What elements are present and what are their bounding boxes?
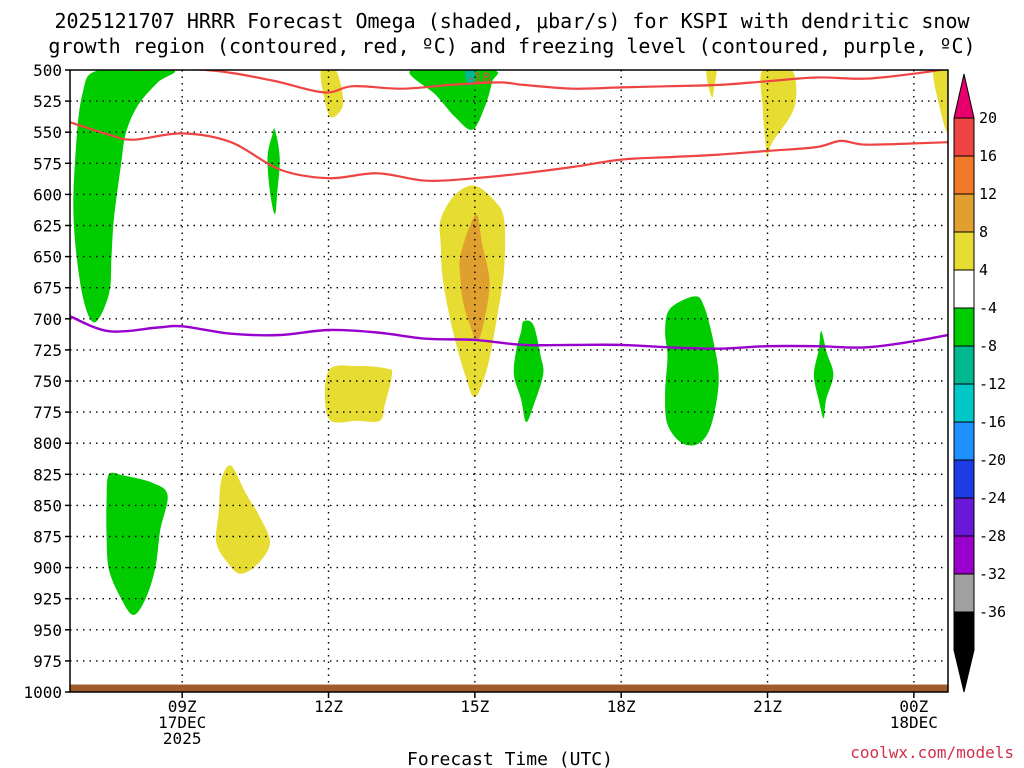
y-tick-label-800: 800 xyxy=(33,434,62,453)
colorbar-bottom-arrow xyxy=(953,649,975,693)
y-tick-label-575: 575 xyxy=(33,154,62,173)
omega-region-7 xyxy=(760,70,797,158)
colorbar-swatch-0 xyxy=(953,117,975,157)
y-tick-label-675: 675 xyxy=(33,279,62,298)
x-tick-label-15-0: 15Z xyxy=(460,697,489,716)
colorbar-label-9: -20 xyxy=(979,451,1006,469)
y-tick-label-500: 500 xyxy=(33,61,62,80)
colorbar-label-11: -28 xyxy=(979,527,1006,545)
ground-layer xyxy=(70,684,948,692)
colorbar-label-6: -8 xyxy=(979,337,997,355)
colorbar-top-arrow xyxy=(953,73,975,119)
omega-region-6 xyxy=(706,70,717,98)
colorbar-label-0: 20 xyxy=(979,109,997,127)
y-tick-label-625: 625 xyxy=(33,217,62,236)
colorbar: 20 16 12 8 4 -4 -8 -12 -16 -20 -24 -28 -32 -36 xyxy=(953,73,1006,693)
freezing-level-contour xyxy=(70,315,948,350)
x-tick-label-9-2: 2025 xyxy=(163,729,202,748)
omega-region-13 xyxy=(665,296,719,446)
x-tick-label-24-0: 00Z xyxy=(899,697,928,716)
x-tick-label-21-0: 21Z xyxy=(753,697,782,716)
omega-region-1 xyxy=(73,70,176,323)
y-tick-label-875: 875 xyxy=(33,528,62,547)
dgz-contour-1 xyxy=(133,70,948,94)
colorbar-swatch-7 xyxy=(953,383,975,423)
colorbar-label-2: 12 xyxy=(979,185,997,203)
x-tick-label-24-1: 18DEC xyxy=(890,713,938,732)
colorbar-label-10: -24 xyxy=(979,489,1006,507)
omega-region-12 xyxy=(324,365,393,423)
dgz-contour-2 xyxy=(70,121,948,182)
colorbar-swatch-11 xyxy=(953,535,975,575)
colorbar-label-7: -12 xyxy=(979,375,1006,393)
y-tick-label-600: 600 xyxy=(33,185,62,204)
colorbar-label-8: -16 xyxy=(979,413,1006,431)
y-tick-label-850: 850 xyxy=(33,496,62,515)
contour-layer: -18 xyxy=(70,70,948,350)
omega-region-4 xyxy=(409,70,499,130)
chart-title-line-1: 2025121707 HRRR Forecast Omega (shaded, … xyxy=(54,9,970,33)
y-axis: 500 525 550 575 600 625 650 675 700 725 750 775 800 8… xyxy=(23,61,70,702)
colorbar-label-4: 4 xyxy=(979,261,988,279)
chart-title-line-2: growth region (contoured, red, ºC) and f… xyxy=(48,34,975,58)
y-tick-label-525: 525 xyxy=(33,92,62,111)
colorbar-label-12: -32 xyxy=(979,565,1006,583)
omega-region-11 xyxy=(513,320,544,423)
y-tick-label-900: 900 xyxy=(33,559,62,578)
omega-region-14 xyxy=(813,331,834,419)
y-tick-label-750: 750 xyxy=(33,372,62,391)
omega-region-15 xyxy=(106,472,168,615)
colorbar-swatch-10 xyxy=(953,497,975,537)
x-tick-label-9-0: 09Z xyxy=(168,697,197,716)
colorbar-swatch-2 xyxy=(953,193,975,233)
ground-strip xyxy=(70,684,948,692)
omega-region-2 xyxy=(267,128,280,215)
omega-region-16 xyxy=(215,465,271,574)
x-axis-label: Forecast Time (UTC) xyxy=(407,749,613,768)
colorbar-swatch-4 xyxy=(953,269,975,309)
omega-region-5 xyxy=(464,70,476,86)
x-tick-label-18-0: 18Z xyxy=(607,697,636,716)
colorbar-swatch-3 xyxy=(953,231,975,271)
y-tick-label-725: 725 xyxy=(33,341,62,360)
colorbar-label-13: -36 xyxy=(979,603,1006,621)
x-tick-label-12-0: 12Z xyxy=(314,697,343,716)
omega-region-10 xyxy=(459,214,490,342)
y-tick-label-775: 775 xyxy=(33,403,62,422)
y-tick-label-650: 650 xyxy=(33,248,62,267)
colorbar-swatch-12 xyxy=(953,573,975,613)
y-tick-label-550: 550 xyxy=(33,123,62,142)
omega-region-8 xyxy=(933,70,948,133)
colorbar-label-5: -4 xyxy=(979,299,997,317)
contour-label: -18 xyxy=(469,71,490,86)
colorbar-swatch-9 xyxy=(953,459,975,499)
colorbar-swatch-1 xyxy=(953,155,975,195)
y-tick-label-975: 975 xyxy=(33,652,62,671)
y-tick-label-1000: 1000 xyxy=(23,683,62,702)
omega-region-3 xyxy=(320,70,344,118)
colorbar-swatch-8 xyxy=(953,421,975,461)
colorbar-label-1: 16 xyxy=(979,147,997,165)
y-tick-label-825: 825 xyxy=(33,465,62,484)
x-tick-label-9-1: 17DEC xyxy=(158,713,206,732)
credit-text: coolwx.com/models xyxy=(850,743,1014,762)
y-tick-label-950: 950 xyxy=(33,621,62,640)
colorbar-swatch-5 xyxy=(953,307,975,347)
y-tick-label-925: 925 xyxy=(33,590,62,609)
colorbar-swatch-6 xyxy=(953,345,975,385)
colorbar-label-3: 8 xyxy=(979,223,988,241)
omega-shading-layer xyxy=(73,70,948,615)
colorbar-swatch-13 xyxy=(953,611,975,651)
y-tick-label-700: 700 xyxy=(33,310,62,329)
